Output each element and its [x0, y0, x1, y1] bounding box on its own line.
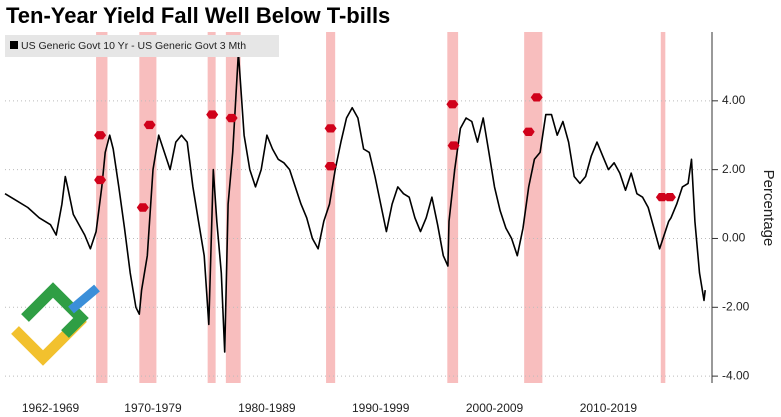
event-marker	[655, 193, 668, 202]
y-tick-label: -4.00	[722, 368, 750, 382]
y-tick-label: 2.00	[722, 162, 746, 176]
logo	[11, 282, 100, 366]
event-marker	[94, 131, 107, 140]
legend-box	[5, 35, 279, 57]
legend-swatch	[10, 41, 18, 49]
x-tick-label: 1980-1989	[238, 401, 296, 415]
y-tick-label: -2.00	[722, 299, 750, 313]
x-tick-label: 1970-1979	[124, 401, 182, 415]
event-marker	[324, 124, 337, 133]
event-marker	[663, 193, 676, 202]
event-marker	[324, 162, 337, 171]
event-marker	[143, 120, 156, 130]
axes: 4.00 2.00 0.00 -2.00 -4.00 1962-1969 1970-1979…	[22, 32, 750, 415]
y-tick-label: 0.00	[722, 231, 746, 245]
chart-title: Ten-Year Yield Fall Well Below T-bills	[6, 3, 390, 28]
series-line	[4, 51, 706, 353]
event-marker	[447, 141, 460, 150]
recession-band	[524, 32, 543, 383]
markers	[94, 93, 676, 212]
event-marker	[94, 175, 107, 185]
recession-band	[326, 32, 336, 383]
legend-label: US Generic Govt 10 Yr - US Generic Govt …	[21, 40, 246, 52]
event-marker	[522, 127, 535, 136]
event-marker	[225, 113, 238, 123]
y-axis-label: Percentage	[760, 170, 777, 247]
recession-band	[96, 32, 108, 383]
event-marker	[136, 203, 149, 212]
y-tick-label: 4.00	[722, 93, 746, 107]
lines	[4, 51, 706, 353]
event-marker	[206, 110, 219, 119]
x-tick-label: 1990-1999	[352, 401, 410, 415]
x-tick-label: 2010-2019	[580, 401, 638, 415]
event-marker	[446, 100, 459, 109]
event-marker	[530, 93, 543, 102]
x-tick-label: 2000-2009	[466, 401, 524, 415]
x-tick-label: 1962-1969	[22, 401, 80, 415]
recession-band	[660, 32, 666, 383]
recession-band	[447, 32, 459, 383]
